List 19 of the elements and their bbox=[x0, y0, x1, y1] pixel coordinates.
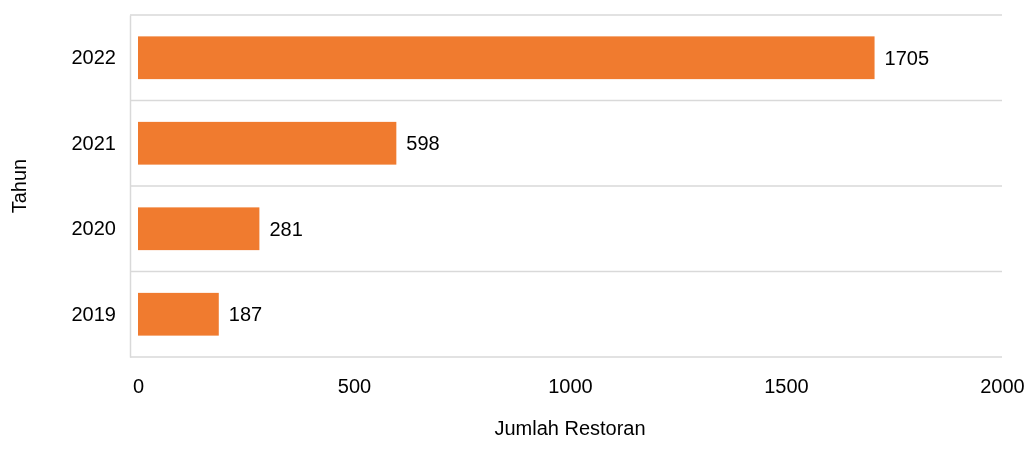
data-label: 598 bbox=[406, 132, 440, 155]
y-tick-label: 2019 bbox=[71, 302, 116, 325]
x-tick-label: 1500 bbox=[764, 375, 809, 398]
bar bbox=[138, 121, 397, 165]
x-tick-label: 0 bbox=[132, 375, 145, 398]
y-tick-label: 2022 bbox=[71, 46, 116, 69]
data-label: 1705 bbox=[884, 46, 930, 69]
x-tick-label: 1000 bbox=[548, 375, 593, 398]
x-tick-label: 2000 bbox=[980, 375, 1025, 398]
y-tick-label: 2020 bbox=[71, 217, 116, 240]
bar bbox=[138, 292, 219, 336]
x-tick-label: 500 bbox=[337, 375, 372, 398]
y-tick-label: 2021 bbox=[71, 131, 116, 154]
x-axis-title: Jumlah Restoran bbox=[494, 417, 646, 439]
data-label: 281 bbox=[269, 217, 303, 240]
bar bbox=[138, 36, 875, 80]
data-label: 187 bbox=[228, 303, 263, 326]
y-axis-title: Tahun bbox=[8, 158, 30, 214]
bar bbox=[138, 207, 260, 251]
